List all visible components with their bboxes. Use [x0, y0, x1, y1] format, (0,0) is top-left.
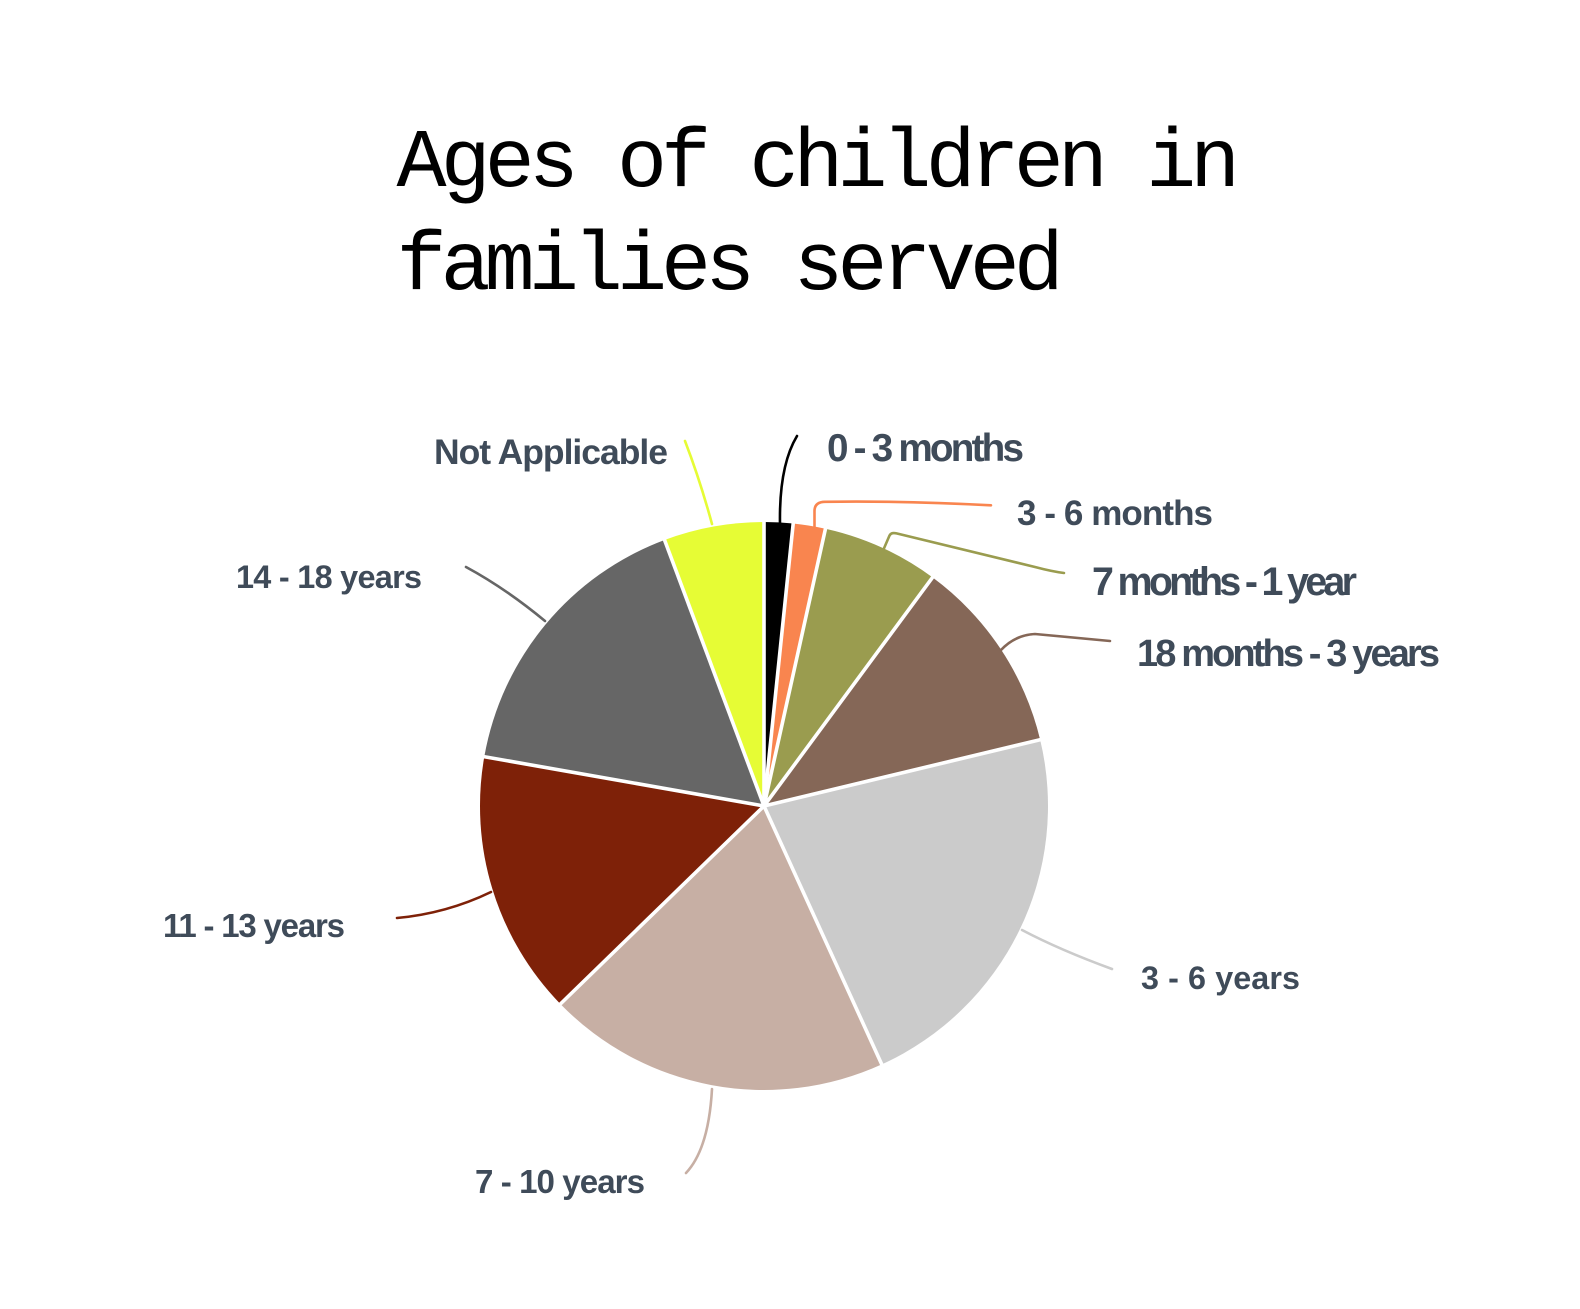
svg-text:3 - 6 months: 3 - 6 months	[1017, 494, 1213, 533]
svg-text:7 - 10 years: 7 - 10 years	[475, 1164, 645, 1201]
svg-text:14 - 18 years: 14 - 18 years	[236, 559, 422, 595]
svg-text:18 months - 3 years: 18 months - 3 years	[1137, 633, 1440, 675]
svg-text:11 - 13 years: 11 - 13 years	[163, 907, 345, 944]
svg-text:0 - 3 months: 0 - 3 months	[827, 427, 1024, 470]
svg-text:3 - 6 years: 3 - 6 years	[1141, 960, 1300, 996]
svg-text:Not Applicable: Not Applicable	[434, 432, 668, 472]
svg-text:7 months - 1 year: 7 months - 1 year	[1092, 560, 1357, 604]
